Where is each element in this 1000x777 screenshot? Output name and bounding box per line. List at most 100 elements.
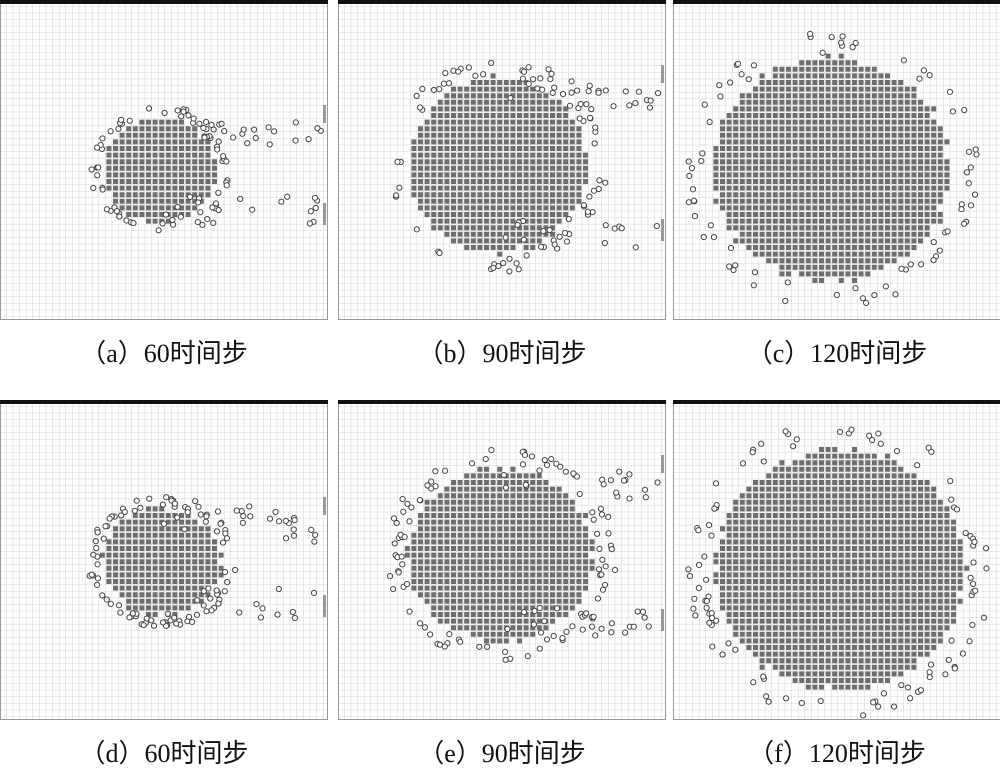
particle xyxy=(184,509,191,516)
particle xyxy=(590,516,597,523)
particle xyxy=(93,144,101,151)
particle xyxy=(592,124,599,131)
particle xyxy=(562,468,569,475)
particle xyxy=(185,112,192,119)
particle xyxy=(200,588,207,595)
particle xyxy=(710,234,718,241)
particle xyxy=(598,571,605,578)
particle xyxy=(618,225,625,232)
particle xyxy=(726,263,733,270)
particle xyxy=(602,179,609,186)
particle xyxy=(548,70,555,77)
particle xyxy=(549,89,556,96)
particle xyxy=(563,238,571,245)
particle xyxy=(174,107,181,114)
particle xyxy=(93,581,101,588)
particle xyxy=(428,478,435,485)
particle xyxy=(163,494,170,501)
particle xyxy=(874,703,882,710)
particle xyxy=(244,140,251,147)
particle xyxy=(396,184,403,191)
particle xyxy=(215,206,222,214)
particle xyxy=(602,563,609,570)
particle xyxy=(716,82,723,89)
particle xyxy=(416,104,424,111)
particle xyxy=(900,57,907,64)
particle xyxy=(502,484,510,491)
particle xyxy=(476,643,483,650)
particle xyxy=(178,113,185,120)
particle xyxy=(240,512,247,520)
particle xyxy=(94,561,101,568)
particle xyxy=(543,636,551,643)
particle xyxy=(914,462,921,469)
particle xyxy=(579,626,586,633)
particle xyxy=(106,515,113,522)
particle xyxy=(898,682,905,689)
particle xyxy=(859,295,867,302)
particle xyxy=(291,614,298,622)
particle xyxy=(126,117,133,124)
particle xyxy=(539,86,546,93)
particle xyxy=(249,206,256,213)
particle xyxy=(531,607,538,615)
particle xyxy=(232,566,239,574)
occupied-cells xyxy=(411,73,588,257)
particle xyxy=(969,580,977,588)
particle xyxy=(712,480,720,487)
particle xyxy=(630,623,637,630)
particle xyxy=(966,638,973,645)
particle xyxy=(224,578,231,586)
particle xyxy=(734,60,742,67)
particle xyxy=(430,86,437,94)
particle xyxy=(611,566,619,574)
particle xyxy=(203,118,210,126)
particle xyxy=(632,99,639,107)
particle xyxy=(311,538,318,545)
particle xyxy=(213,587,220,594)
particle xyxy=(553,605,561,612)
particle xyxy=(520,609,528,616)
particle xyxy=(738,71,745,78)
particle xyxy=(717,93,724,100)
particle xyxy=(685,158,692,165)
particle xyxy=(765,698,772,705)
particle xyxy=(215,189,222,196)
particle xyxy=(401,533,408,540)
particle xyxy=(699,150,706,157)
particle xyxy=(689,186,697,193)
particle xyxy=(238,508,245,515)
particle xyxy=(580,202,588,209)
particle xyxy=(758,440,765,447)
particle xyxy=(632,244,639,251)
particle xyxy=(92,538,99,545)
particle xyxy=(541,456,548,464)
particle xyxy=(574,87,581,94)
particle xyxy=(436,86,443,93)
particle xyxy=(529,76,537,83)
particle xyxy=(177,213,184,220)
particle xyxy=(305,136,312,143)
particle xyxy=(863,299,870,307)
particle xyxy=(790,443,797,450)
particle xyxy=(240,126,247,133)
particle xyxy=(782,297,789,305)
occupied-cells xyxy=(99,506,224,617)
particle xyxy=(468,460,476,467)
particle xyxy=(836,428,844,436)
particle xyxy=(703,604,710,611)
particle xyxy=(626,495,633,502)
particle xyxy=(563,628,570,635)
particle xyxy=(784,279,791,286)
particle xyxy=(521,452,529,459)
particle xyxy=(274,611,281,618)
particle xyxy=(866,432,873,439)
particle xyxy=(595,185,602,193)
particle xyxy=(230,134,237,141)
particle xyxy=(421,624,429,631)
particle xyxy=(576,115,583,122)
particle xyxy=(194,218,201,226)
particle xyxy=(259,605,266,612)
particle xyxy=(760,458,767,465)
